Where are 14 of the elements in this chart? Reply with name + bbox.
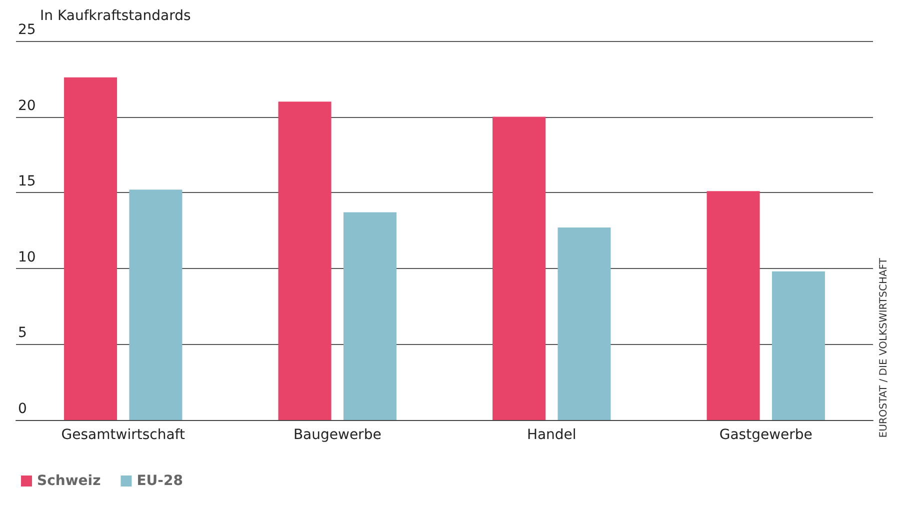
legend-label: EU-28 bbox=[136, 473, 183, 489]
x-tick-label: Gastgewerbe bbox=[719, 427, 812, 443]
y-tick-label: 20 bbox=[18, 98, 36, 114]
y-tick-label: 5 bbox=[18, 325, 27, 342]
x-tick-label: Baugewerbe bbox=[293, 427, 382, 443]
y-tick-label: 0 bbox=[18, 401, 27, 417]
y-axis-title: In Kaufkraftstandards bbox=[40, 8, 191, 24]
y-tick-label: 25 bbox=[18, 22, 36, 38]
x-tick-label: Handel bbox=[526, 427, 576, 443]
legend-label: Schweiz bbox=[37, 473, 101, 489]
text: EUROSTAT / DIE VOLKSWIRTSCHAFT bbox=[878, 257, 890, 438]
y-tick-label: 15 bbox=[18, 174, 36, 190]
x-tick-label: Gesamtwirtschaft bbox=[61, 427, 186, 443]
y-tick-label: 10 bbox=[18, 249, 36, 266]
